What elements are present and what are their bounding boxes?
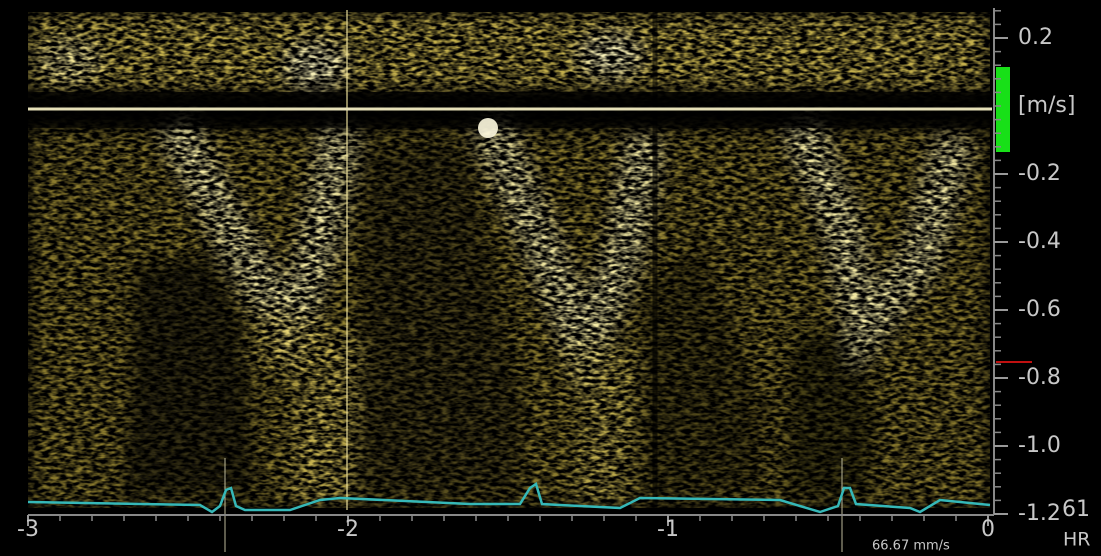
scale-indicator bbox=[996, 67, 1010, 152]
x-tick-label: 0 bbox=[981, 517, 995, 542]
x-tick-label: -2 bbox=[337, 517, 359, 542]
x-tick-label: -3 bbox=[17, 517, 39, 542]
doppler-display: [m/s] 61 HR 66.67 mm/s 0.2 -0.2 -0.4 -0.6 -0… bbox=[0, 0, 1101, 556]
hr-value: 61 bbox=[1062, 497, 1090, 522]
y-tick-label: -0.2 bbox=[1018, 161, 1061, 186]
sweep-speed: 66.67 mm/s bbox=[872, 539, 950, 554]
hr-label: HR bbox=[1063, 529, 1091, 551]
y-tick-label: -0.4 bbox=[1018, 229, 1061, 254]
x-tick-label: -1 bbox=[657, 517, 679, 542]
y-tick-label: -0.8 bbox=[1018, 365, 1061, 390]
y-unit: [m/s] bbox=[1018, 93, 1075, 118]
y-tick-label: -0.6 bbox=[1018, 297, 1061, 322]
y-tick-label: -1.0 bbox=[1018, 433, 1061, 458]
spectrum bbox=[28, 10, 992, 510]
page: [m/s] 61 HR 66.67 mm/s 0.2 -0.2 -0.4 -0.6 -0… bbox=[0, 0, 1101, 556]
y-tick-label: 0.2 bbox=[1018, 25, 1053, 50]
y-tick-label: -1.2 bbox=[1018, 501, 1061, 526]
